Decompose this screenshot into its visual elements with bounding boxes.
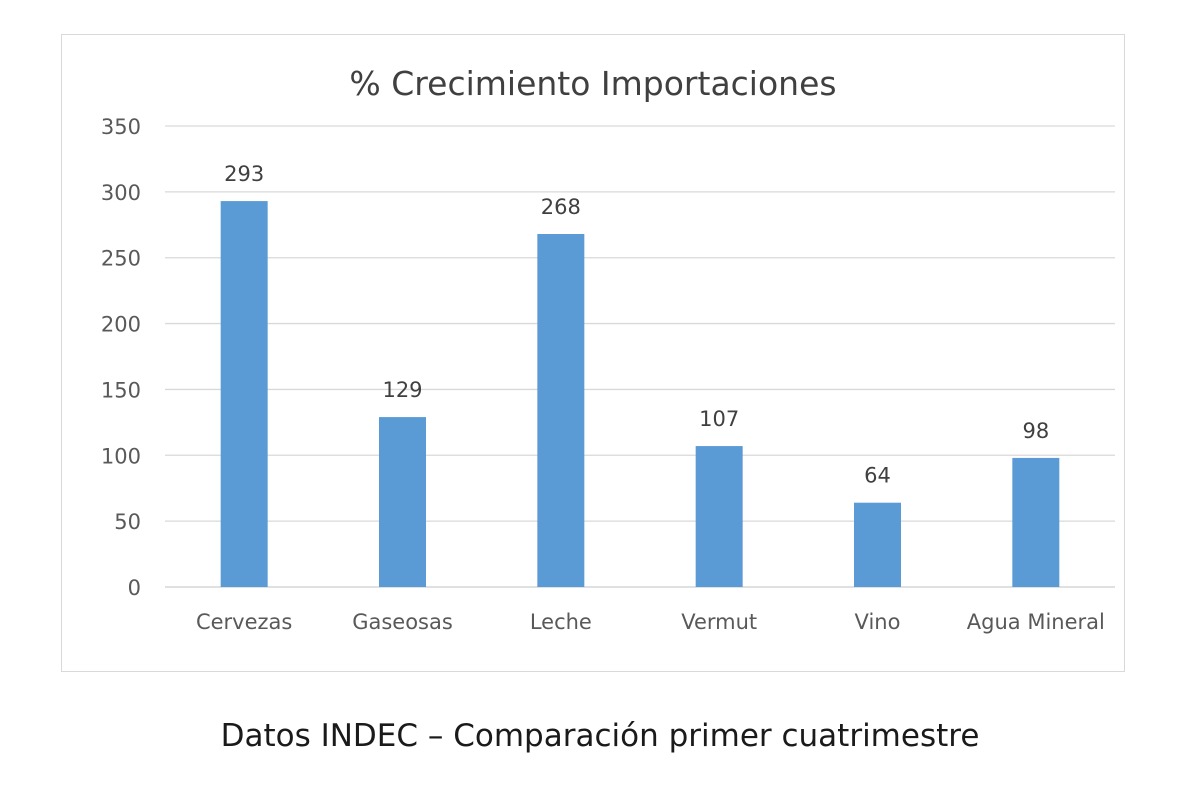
data-label: 293	[224, 162, 264, 186]
chart-title: % Crecimiento Importaciones	[349, 64, 836, 103]
bars	[220, 201, 1060, 587]
y-tick-label: 250	[101, 247, 141, 271]
bar-vermut	[695, 446, 743, 587]
x-tick-label: Gaseosas	[352, 610, 453, 634]
data-label: 107	[699, 407, 739, 431]
data-label: 129	[382, 378, 422, 402]
x-tick-label: Leche	[530, 610, 592, 634]
data-labels: 293 129 268 107 64 98	[224, 162, 1049, 488]
bar-leche	[537, 234, 585, 587]
gridlines	[165, 125, 1115, 588]
bar-gaseosas	[379, 417, 426, 587]
y-tick-label: 0	[128, 576, 141, 600]
y-tick-label: 350	[101, 115, 141, 139]
x-tick-label: Vermut	[681, 610, 757, 634]
data-label: 98	[1022, 419, 1049, 443]
bar-vino	[854, 502, 901, 587]
x-axis-ticks: Cervezas Gaseosas Leche Vermut Vino Agua Mine…	[196, 610, 1105, 634]
x-tick-label: Vino	[855, 610, 901, 634]
y-tick-label: 200	[101, 313, 141, 337]
bar-cervezas	[220, 201, 268, 587]
figure-caption: Datos INDEC – Comparación primer cuatrim…	[220, 718, 980, 754]
data-label: 268	[541, 195, 581, 219]
data-label: 64	[864, 464, 891, 488]
x-tick-label: Agua Mineral	[967, 610, 1105, 634]
y-tick-label: 100	[101, 444, 141, 468]
x-tick-label: Cervezas	[196, 610, 292, 634]
y-axis-ticks: 0 50 100 150 200 250 300 350	[101, 115, 141, 600]
bar-agua-mineral	[1012, 457, 1060, 587]
y-tick-label: 300	[101, 181, 141, 205]
y-tick-label: 50	[114, 510, 141, 534]
y-tick-label: 150	[101, 378, 141, 402]
bar-chart: % Crecimiento Importaciones 0 50 100 150 200…	[101, 64, 1115, 634]
